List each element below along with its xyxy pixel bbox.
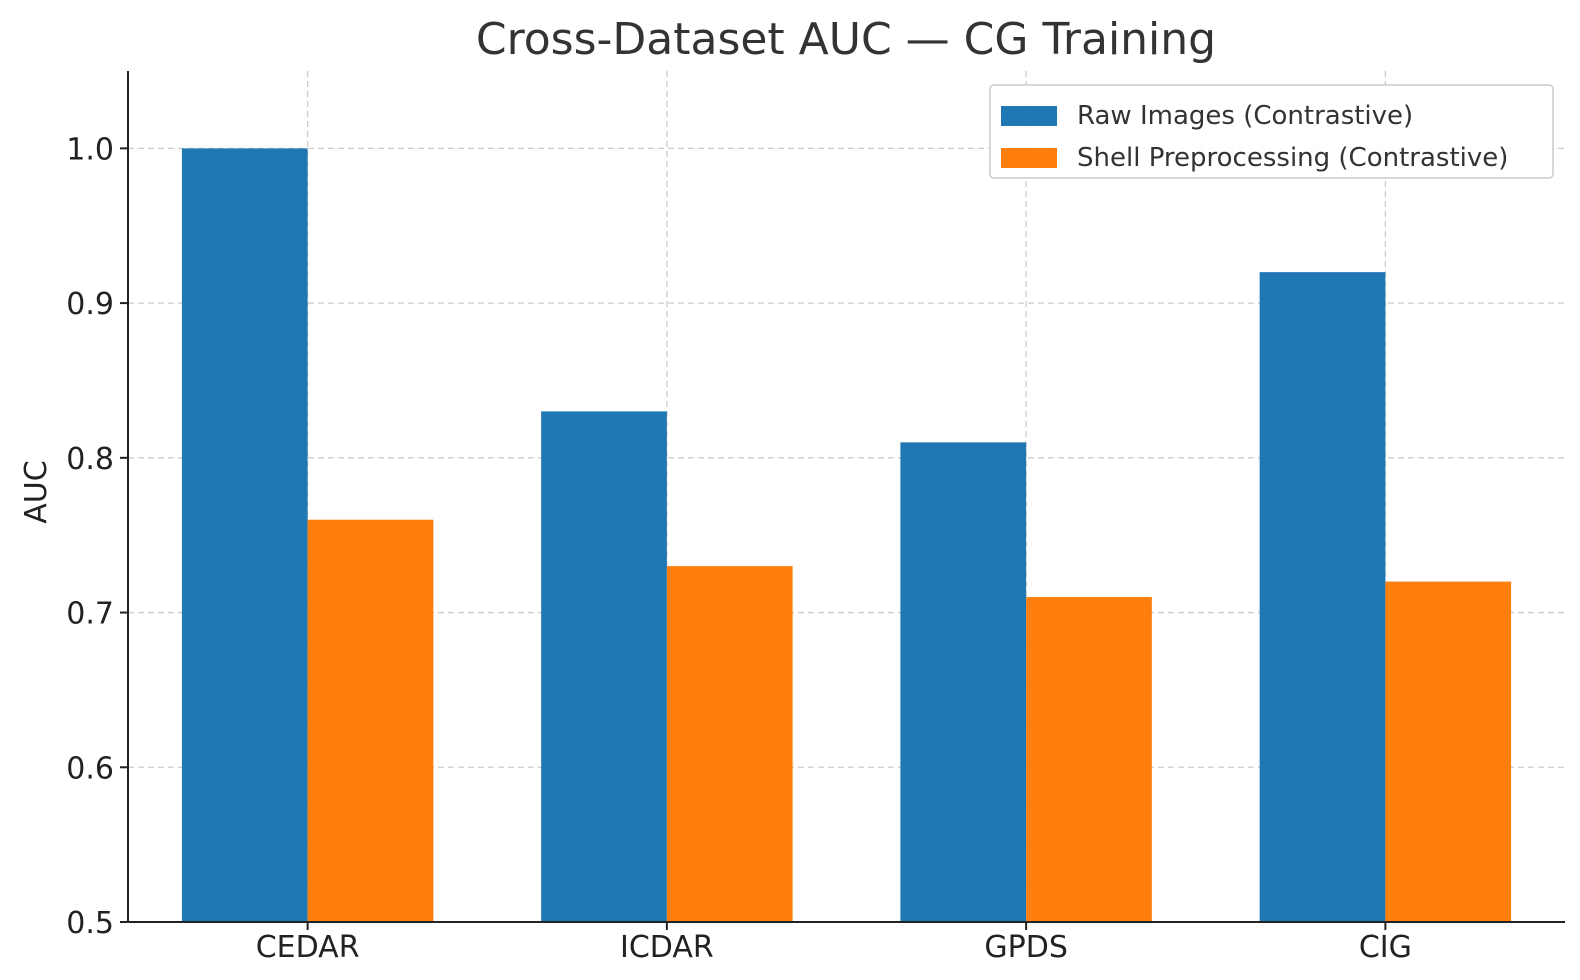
x-tick-label: ICDAR [620,930,714,965]
legend-frame [989,84,1554,179]
y-axis-label: AUC [19,460,54,523]
bar-shell-cig [1385,581,1512,922]
y-tick-label: 0.7 [66,597,114,632]
y-tick-label: 0.9 [66,287,114,322]
x-tick-label: GPDS [984,930,1067,965]
y-tick-label: 0.5 [66,906,114,941]
y-tick-label: 1.0 [66,132,114,167]
bar-shell-icdar [666,566,793,922]
bar-raw-cig [1259,272,1386,922]
y-tick-label: 0.6 [66,751,114,786]
y-tick-label: 0.8 [66,442,114,477]
legend-swatch [1001,148,1057,168]
legend-label: Shell Preprocessing (Contrastive) [1077,143,1508,173]
bar-shell-cedar [307,519,434,922]
bar-raw-gpds [900,442,1027,922]
x-tick-label: CEDAR [256,930,360,965]
bars-layer [181,148,1512,922]
axes-layer: 0.5 0.6 0.7 0.8 0.9 1.0 CEDAR ICDAR GPDS CIG [66,71,1565,965]
legend-swatch [1001,106,1057,126]
x-tick-label: CIG [1359,930,1412,965]
legend: Raw Images (Contrastive) Shell Preprocess… [989,84,1554,179]
chart-title: Cross-Dataset AUC — CG Training [476,14,1216,65]
bar-raw-cedar [181,148,308,922]
bar-raw-icdar [541,411,667,922]
legend-label: Raw Images (Contrastive) [1077,101,1413,131]
bar-shell-gpds [1026,597,1152,922]
